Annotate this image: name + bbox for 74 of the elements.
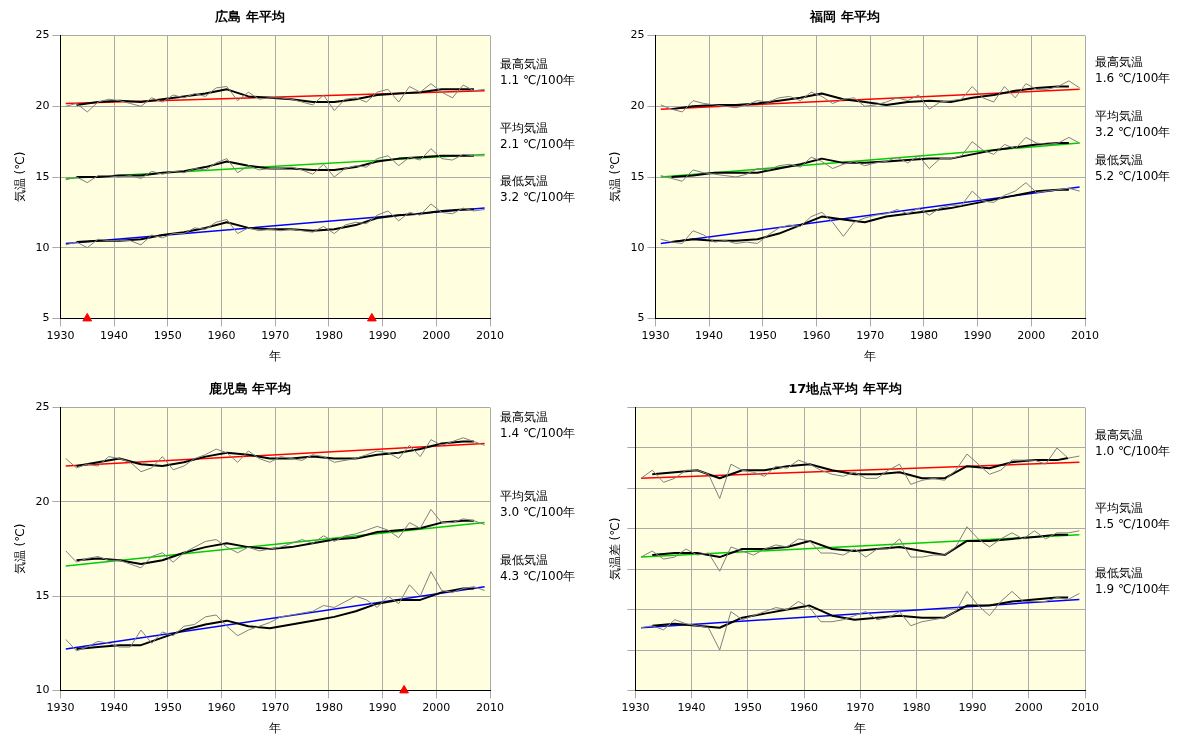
text: 最高気温 1.1 ℃/100年 [500,56,576,87]
y-tick-label: 10 [35,683,50,697]
x-tick-label: 1970 [846,700,875,714]
x-tick-label: 2010 [476,328,504,342]
y-tick-label: 5 [637,311,645,325]
x-tick-label: 1940 [677,700,706,714]
text: 最高気温 1.4 ℃/100年 [500,409,576,440]
chart-title: 広島 年平均 [214,9,285,25]
x-tick-label: 1960 [207,700,236,714]
x-tick-label: 1940 [100,328,129,342]
x-tick-label: 1940 [100,700,129,714]
chart-title: 福岡 年平均 [809,9,880,25]
x-tick-label: 1990 [958,700,987,714]
y-tick-label: 15 [35,169,50,183]
x-tick-label: 2000 [1017,328,1046,342]
y-axis-title: 気温 (℃) [13,151,28,203]
x-tick-label: 1950 [153,700,182,714]
x-tick-label: 1960 [802,328,831,342]
x-tick-label: 1930 [621,700,650,714]
y-tick-label: 5 [42,311,50,325]
chart-title: 鹿児島 年平均 [207,381,292,397]
x-tick-label: 2010 [476,700,504,714]
x-axis-title: 年 [864,348,877,363]
x-tick-label: 1950 [748,328,777,342]
x-tick-label: 1970 [261,700,290,714]
x-tick-label: 1950 [733,700,762,714]
x-tick-label: 1950 [153,328,182,342]
text: 平均気温 3.0 ℃/100年 [500,488,576,519]
x-tick-label: 1980 [909,328,938,342]
x-tick-label: 1940 [695,328,724,342]
x-tick-label: 1960 [790,700,818,714]
x-axis-title: 年 [854,720,867,735]
x-axis-title: 年 [269,348,282,363]
y-tick-label: 20 [630,99,645,113]
x-tick-label: 2000 [422,700,451,714]
chart-title: 17地点平均 年平均 [788,381,902,397]
y-tick-label: 15 [35,588,50,602]
x-tick-label: 2000 [422,328,451,342]
y-axis-title: 気温差 (℃) [608,517,623,581]
y-tick-label: 25 [630,28,645,42]
x-tick-label: 1990 [963,328,992,342]
x-tick-label: 2010 [1071,700,1099,714]
text: 最低気温 4.3 ℃/100年 [500,552,576,583]
y-tick-label: 10 [630,240,645,254]
text: 平均気温 2.1 ℃/100年 [500,120,576,151]
y-tick-label: 20 [35,99,50,113]
x-tick-label: 1970 [856,328,885,342]
x-tick-label: 1990 [368,700,397,714]
text: 平均気温 3.2 ℃/100年 [1095,109,1171,140]
text: 最低気温 3.2 ℃/100年 [500,174,576,205]
text: 最低気温 1.9 ℃/100年 [1095,565,1171,596]
y-tick-label: 25 [35,400,50,414]
y-tick-label: 25 [35,28,50,42]
text: 最高気温 1.0 ℃/100年 [1095,428,1171,459]
x-tick-label: 1980 [314,700,343,714]
x-tick-label: 1980 [902,700,931,714]
x-tick-label: 1930 [46,328,75,342]
text: 最高気温 1.6 ℃/100年 [1095,55,1171,86]
y-axis-title: 気温 (℃) [13,523,28,575]
x-axis-title: 年 [269,720,282,735]
y-tick-label: 10 [35,240,50,254]
y-axis-title: 気温 (℃) [608,151,623,203]
x-tick-label: 1970 [261,328,290,342]
x-tick-label: 1930 [641,328,670,342]
x-tick-label: 1980 [314,328,343,342]
x-tick-label: 1930 [46,700,75,714]
text: 最低気温 5.2 ℃/100年 [1095,153,1171,184]
x-tick-label: 1960 [207,328,236,342]
y-tick-label: 15 [630,169,645,183]
text: 平均気温 1.5 ℃/100年 [1095,500,1171,531]
y-tick-label: 20 [35,494,50,508]
x-tick-label: 2010 [1071,328,1099,342]
x-tick-label: 2000 [1014,700,1043,714]
x-tick-label: 1990 [368,328,397,342]
